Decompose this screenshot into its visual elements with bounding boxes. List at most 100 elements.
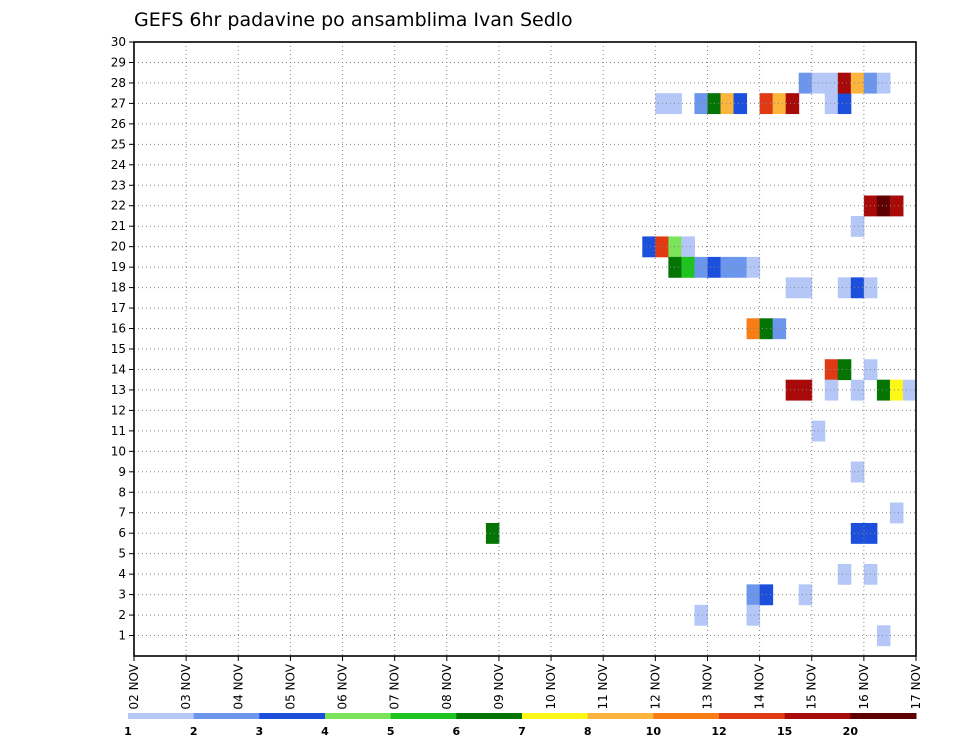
legend-swatch xyxy=(522,713,589,719)
precip-cell xyxy=(850,522,865,544)
y-tick-label: 9 xyxy=(118,465,126,479)
legend-label: 10 xyxy=(646,725,662,738)
y-tick-label: 17 xyxy=(111,301,126,315)
precip-cell xyxy=(876,195,891,217)
y-tick-label: 7 xyxy=(118,506,126,520)
y-tick-label: 22 xyxy=(111,199,126,213)
precip-cell xyxy=(837,277,852,299)
y-tick-label: 28 xyxy=(111,76,126,90)
precip-cell xyxy=(772,318,787,340)
precip-cell xyxy=(746,604,761,626)
y-tick-label: 8 xyxy=(118,485,126,499)
precip-cell xyxy=(824,93,839,115)
legend-label: 7 xyxy=(518,725,526,738)
precip-cell xyxy=(720,256,735,278)
legend-label: 2 xyxy=(190,725,198,738)
precip-cell xyxy=(694,93,708,115)
legend-swatch xyxy=(850,713,917,719)
precip-cell xyxy=(798,379,813,401)
x-tick-label: 12 NOV xyxy=(648,663,662,709)
color-legend: 1 2 3 4 5 6 7 8 10 12 15 20 xyxy=(124,713,917,738)
y-tick-label: 26 xyxy=(111,117,126,131)
y-tick-label: 12 xyxy=(111,403,126,417)
precip-cell xyxy=(850,379,865,401)
precip-cell xyxy=(681,236,695,258)
legend-swatch xyxy=(653,713,720,719)
precip-cell xyxy=(694,256,708,278)
legend-swatch xyxy=(128,713,195,719)
precip-cell xyxy=(668,93,682,115)
x-tick-label: 09 NOV xyxy=(492,663,506,709)
precip-cell xyxy=(889,195,904,217)
y-tick-label: 19 xyxy=(111,260,126,274)
precip-cell xyxy=(876,72,891,94)
precip-cell xyxy=(850,277,865,299)
chart-title: GEFS 6hr padavine po ansamblima Ivan Sed… xyxy=(134,9,573,31)
y-tick-label: 6 xyxy=(118,526,126,540)
precip-cell xyxy=(824,359,839,381)
x-tick-label: 15 NOV xyxy=(805,663,819,709)
y-axis: 1234567891011121314151617181920212223242… xyxy=(111,35,134,643)
precip-cell xyxy=(746,256,761,278)
precip-cell xyxy=(485,522,500,544)
x-tick-label: 02 NOV xyxy=(127,663,141,709)
legend-swatch xyxy=(325,713,392,719)
y-tick-label: 21 xyxy=(111,219,126,233)
y-tick-label: 25 xyxy=(111,137,126,151)
legend-label: 4 xyxy=(321,725,329,738)
x-tick-label: 14 NOV xyxy=(753,663,767,709)
precip-cell xyxy=(889,379,904,401)
y-tick-label: 20 xyxy=(111,240,126,254)
y-tick-label: 3 xyxy=(118,588,126,602)
x-tick-label: 08 NOV xyxy=(440,663,454,709)
legend-label: 8 xyxy=(584,725,592,738)
precip-cell xyxy=(837,93,852,115)
precip-cell xyxy=(720,93,735,115)
precip-cell xyxy=(746,584,761,606)
precip-cell xyxy=(668,236,682,258)
precip-cell xyxy=(902,379,917,401)
y-tick-label: 5 xyxy=(118,547,126,561)
x-tick-label: 05 NOV xyxy=(283,663,297,709)
x-tick-label: 06 NOV xyxy=(336,663,350,709)
y-tick-label: 1 xyxy=(118,629,126,643)
x-tick-label: 04 NOV xyxy=(231,663,245,709)
legend-label: 6 xyxy=(453,725,461,738)
grid-layer xyxy=(134,42,916,656)
precip-cell xyxy=(837,359,852,381)
y-tick-label: 30 xyxy=(111,35,126,49)
x-tick-label: 07 NOV xyxy=(388,663,402,709)
legend-label: 20 xyxy=(843,725,859,738)
precip-cell xyxy=(785,93,800,115)
precip-cell xyxy=(681,256,695,278)
legend-swatch xyxy=(193,713,260,719)
y-tick-label: 2 xyxy=(118,608,126,622)
precip-cell xyxy=(837,563,852,585)
precip-cell xyxy=(798,277,813,299)
precip-cell xyxy=(772,93,787,115)
x-tick-label: 10 NOV xyxy=(544,663,558,709)
precip-cell xyxy=(733,93,748,115)
y-tick-label: 14 xyxy=(111,362,126,376)
precip-cell xyxy=(694,604,708,626)
precip-cell xyxy=(850,461,865,483)
y-tick-label: 10 xyxy=(111,444,126,458)
legend-label: 3 xyxy=(256,725,264,738)
precip-cell xyxy=(889,502,904,524)
precip-cell xyxy=(876,379,891,401)
legend-swatch xyxy=(456,713,523,719)
y-tick-label: 29 xyxy=(111,55,126,69)
precip-cell xyxy=(798,72,813,94)
precip-cell xyxy=(785,379,800,401)
y-tick-label: 24 xyxy=(111,158,126,172)
x-tick-label: 16 NOV xyxy=(857,663,871,709)
legend-swatch xyxy=(784,713,851,719)
legend-swatch xyxy=(390,713,457,719)
precip-cell xyxy=(785,277,800,299)
precip-cell xyxy=(850,215,865,237)
y-tick-label: 13 xyxy=(111,383,126,397)
cells-layer xyxy=(485,72,917,647)
x-tick-label: 17 NOV xyxy=(909,663,923,709)
precip-cell xyxy=(824,72,839,94)
